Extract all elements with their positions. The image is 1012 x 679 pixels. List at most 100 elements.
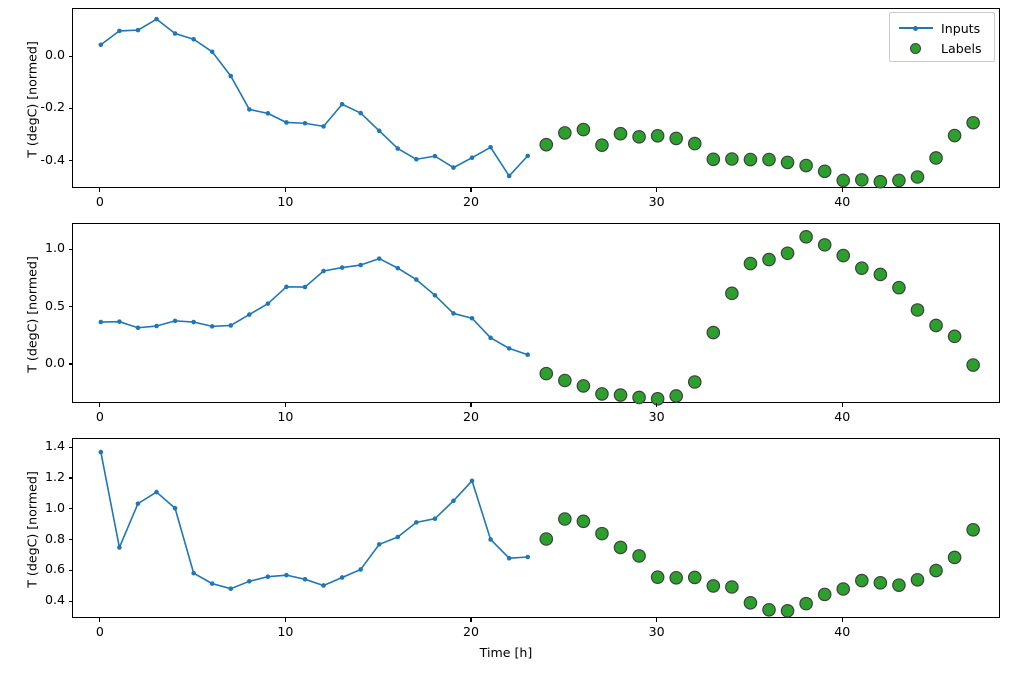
data-point-inputs	[525, 352, 531, 357]
x-tick-mark	[841, 403, 843, 407]
data-point-inputs	[414, 520, 419, 525]
data-point-inputs	[469, 315, 475, 321]
y-tick-mark	[68, 55, 72, 57]
data-point-inputs	[432, 293, 438, 298]
data-point-inputs	[451, 311, 456, 316]
data-point-inputs	[321, 583, 326, 588]
data-point-inputs	[376, 128, 382, 134]
data-point-label	[947, 128, 962, 143]
data-point-label	[817, 238, 832, 252]
x-tick-label: 30	[648, 194, 665, 209]
data-point-inputs	[284, 284, 289, 290]
data-point-inputs	[525, 153, 531, 159]
y-tick-mark	[68, 160, 72, 162]
y-tick-mark	[68, 107, 72, 109]
data-point-inputs	[265, 574, 271, 579]
data-point-label	[780, 155, 795, 170]
data-point-label	[706, 152, 721, 167]
x-tick-label: 40	[834, 194, 851, 209]
data-point-inputs	[172, 31, 178, 36]
data-point-label	[817, 587, 832, 602]
data-point-label	[687, 375, 702, 389]
data-point-label	[539, 137, 554, 152]
labels-circle-icon	[897, 39, 935, 57]
chart-legend[interactable]: Inputs Labels	[889, 12, 995, 62]
data-point-label	[966, 358, 980, 372]
data-point-label	[743, 256, 758, 271]
chart-panel-2: T (degC) [normed] 1.0 0.5 0.0 0 10 20 30 40	[0, 215, 1012, 430]
legend-entry-labels[interactable]: Labels	[897, 38, 987, 58]
data-point-label	[576, 379, 591, 393]
y-tick-mark	[68, 248, 72, 250]
data-point-inputs	[488, 144, 493, 150]
data-point-inputs	[395, 534, 401, 540]
series-line-inputs	[100, 18, 529, 177]
panel-3-data-layer	[98, 449, 980, 618]
y-tick-mark	[68, 363, 72, 365]
data-point-inputs	[247, 579, 252, 584]
data-point-label	[910, 170, 925, 184]
data-point-label	[595, 526, 609, 541]
x-tick-mark	[656, 403, 658, 407]
legend-entry-inputs[interactable]: Inputs	[897, 18, 987, 38]
data-point-inputs	[376, 542, 382, 547]
data-point-inputs	[376, 256, 382, 261]
data-point-inputs	[117, 545, 122, 550]
data-point-label	[799, 158, 813, 173]
y-tick-mark	[68, 600, 72, 602]
y-tick-label: 0.8	[44, 530, 65, 546]
data-point-label	[854, 573, 869, 588]
y-tick-mark	[68, 446, 72, 448]
data-point-inputs	[469, 478, 475, 484]
data-point-inputs	[358, 262, 363, 268]
x-tick-mark	[656, 188, 658, 192]
data-point-label	[799, 596, 813, 611]
x-tick-mark	[99, 618, 101, 622]
y-tick-label: 0.5	[44, 297, 65, 313]
data-point-label	[632, 130, 646, 144]
data-point-label	[725, 286, 739, 301]
data-point-inputs	[117, 319, 122, 324]
series-line-inputs	[100, 257, 529, 356]
x-tick-label: 0	[95, 194, 104, 209]
series-line-inputs	[100, 451, 529, 590]
data-point-label	[947, 550, 962, 565]
x-tick-label: 40	[834, 409, 851, 424]
panel-3-xlabel: Time [h]	[479, 645, 533, 660]
y-tick-label: 0.0	[44, 47, 65, 63]
data-point-label	[613, 540, 628, 555]
data-point-inputs	[321, 268, 326, 274]
x-tick-label: 30	[648, 624, 665, 639]
y-tick-mark	[68, 508, 72, 510]
data-point-inputs	[451, 165, 456, 170]
y-tick-label: -0.4	[40, 151, 65, 167]
data-point-inputs	[506, 346, 512, 351]
chart-panel-3: T (degC) [normed] 1.4 1.2 1.0 0.8 0.6 0.4 0 10…	[0, 430, 1012, 679]
data-point-label	[910, 572, 925, 587]
y-tick-mark	[68, 477, 72, 479]
panel-2-ylabel: T (degC) [normed]	[24, 256, 40, 373]
y-tick-label: 1.0	[44, 240, 65, 256]
data-point-inputs	[525, 554, 531, 560]
data-point-inputs	[191, 570, 196, 576]
data-point-label	[929, 151, 943, 165]
data-point-label	[743, 596, 758, 610]
data-point-inputs	[98, 319, 104, 325]
data-point-inputs	[488, 335, 493, 341]
data-point-label	[836, 248, 851, 263]
data-point-inputs	[154, 489, 159, 495]
data-point-label	[873, 267, 888, 282]
data-point-inputs	[209, 49, 215, 55]
data-point-label	[613, 126, 628, 141]
data-point-inputs	[247, 312, 252, 317]
y-tick-mark	[68, 538, 72, 541]
data-point-inputs	[395, 146, 401, 151]
data-point-label	[817, 164, 832, 179]
data-point-inputs	[228, 73, 234, 79]
legend-label-inputs: Inputs	[941, 20, 981, 36]
x-tick-label: 10	[277, 624, 294, 639]
x-tick-mark	[470, 188, 472, 192]
data-point-inputs	[209, 324, 215, 329]
data-point-inputs	[154, 323, 159, 329]
data-point-label	[854, 261, 869, 275]
